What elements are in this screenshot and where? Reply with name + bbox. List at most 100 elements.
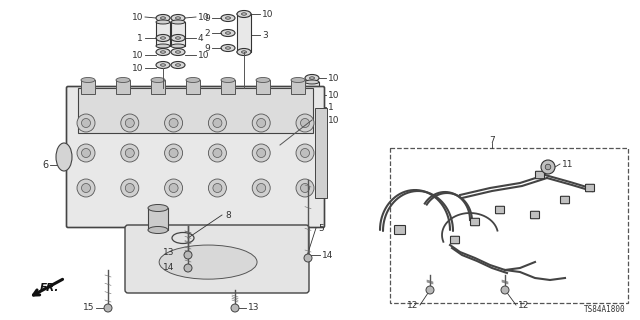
Ellipse shape [241, 51, 246, 53]
Text: 14: 14 [163, 262, 174, 271]
Text: 14: 14 [322, 251, 333, 260]
Circle shape [545, 164, 551, 170]
Circle shape [501, 286, 509, 294]
Text: 7: 7 [489, 135, 495, 145]
Circle shape [209, 179, 227, 197]
FancyBboxPatch shape [451, 236, 460, 244]
FancyBboxPatch shape [495, 206, 504, 214]
Ellipse shape [171, 20, 185, 24]
Bar [390, 148, 628, 303]
Circle shape [121, 179, 139, 197]
Ellipse shape [221, 14, 235, 21]
Text: 1: 1 [137, 34, 143, 43]
Ellipse shape [237, 50, 251, 54]
Ellipse shape [161, 37, 166, 39]
Bar [116, 80, 130, 94]
Circle shape [164, 179, 182, 197]
Circle shape [296, 114, 314, 132]
Ellipse shape [161, 51, 166, 53]
Text: 10: 10 [328, 91, 339, 100]
Circle shape [121, 144, 139, 162]
Ellipse shape [225, 32, 230, 34]
Text: FR.: FR. [40, 283, 60, 293]
Ellipse shape [175, 17, 180, 19]
Circle shape [164, 114, 182, 132]
Ellipse shape [221, 77, 235, 83]
Ellipse shape [171, 35, 185, 42]
Ellipse shape [310, 77, 314, 79]
Ellipse shape [156, 49, 170, 55]
FancyBboxPatch shape [394, 226, 406, 235]
Text: 10: 10 [131, 12, 143, 21]
Ellipse shape [171, 49, 185, 55]
Circle shape [125, 148, 134, 157]
Ellipse shape [175, 37, 180, 39]
Text: TS84A1800: TS84A1800 [584, 305, 625, 314]
Circle shape [231, 304, 239, 312]
Bar [151, 80, 165, 94]
Circle shape [77, 179, 95, 197]
FancyBboxPatch shape [561, 196, 570, 204]
Bar [221, 80, 235, 94]
Text: 1: 1 [328, 102, 333, 111]
Bar [305, 82, 319, 112]
Text: 8: 8 [225, 211, 231, 220]
Ellipse shape [305, 80, 319, 84]
Circle shape [81, 118, 90, 127]
Circle shape [121, 114, 139, 132]
Bar [256, 80, 270, 94]
Ellipse shape [56, 143, 72, 171]
Circle shape [252, 114, 270, 132]
Ellipse shape [171, 44, 185, 48]
Text: 9: 9 [204, 13, 210, 22]
Text: 9: 9 [204, 44, 210, 52]
Text: 13: 13 [248, 303, 259, 313]
Text: 12: 12 [406, 300, 418, 309]
Circle shape [541, 160, 555, 174]
Circle shape [257, 148, 266, 157]
Bar [148, 208, 168, 230]
Text: 11: 11 [562, 159, 573, 169]
Bar [237, 14, 251, 52]
FancyBboxPatch shape [470, 218, 479, 226]
Ellipse shape [159, 245, 257, 279]
Ellipse shape [225, 47, 230, 49]
Ellipse shape [148, 227, 168, 234]
Ellipse shape [171, 61, 185, 68]
FancyBboxPatch shape [125, 225, 309, 293]
Text: 5: 5 [318, 223, 324, 233]
Ellipse shape [237, 11, 251, 18]
Circle shape [81, 148, 90, 157]
Ellipse shape [310, 94, 314, 96]
Circle shape [213, 118, 222, 127]
Circle shape [104, 304, 112, 312]
Circle shape [164, 144, 182, 162]
Circle shape [81, 183, 90, 193]
Circle shape [209, 144, 227, 162]
Ellipse shape [175, 64, 180, 66]
Circle shape [296, 179, 314, 197]
Ellipse shape [225, 17, 230, 19]
Ellipse shape [116, 77, 130, 83]
Bar [171, 22, 185, 46]
Text: 15: 15 [83, 303, 94, 313]
Circle shape [77, 114, 95, 132]
Circle shape [184, 264, 192, 272]
Ellipse shape [81, 77, 95, 83]
Ellipse shape [221, 29, 235, 36]
Ellipse shape [156, 44, 170, 48]
Ellipse shape [221, 44, 235, 52]
Text: 3: 3 [262, 30, 268, 39]
FancyBboxPatch shape [586, 184, 595, 192]
Ellipse shape [305, 108, 319, 116]
Ellipse shape [148, 204, 168, 212]
Text: 6: 6 [42, 160, 48, 170]
Circle shape [125, 118, 134, 127]
Text: 10: 10 [262, 10, 273, 19]
Ellipse shape [156, 20, 170, 24]
Circle shape [213, 148, 222, 157]
Ellipse shape [156, 61, 170, 68]
Circle shape [257, 118, 266, 127]
FancyBboxPatch shape [531, 211, 540, 219]
Bar [186, 80, 200, 94]
